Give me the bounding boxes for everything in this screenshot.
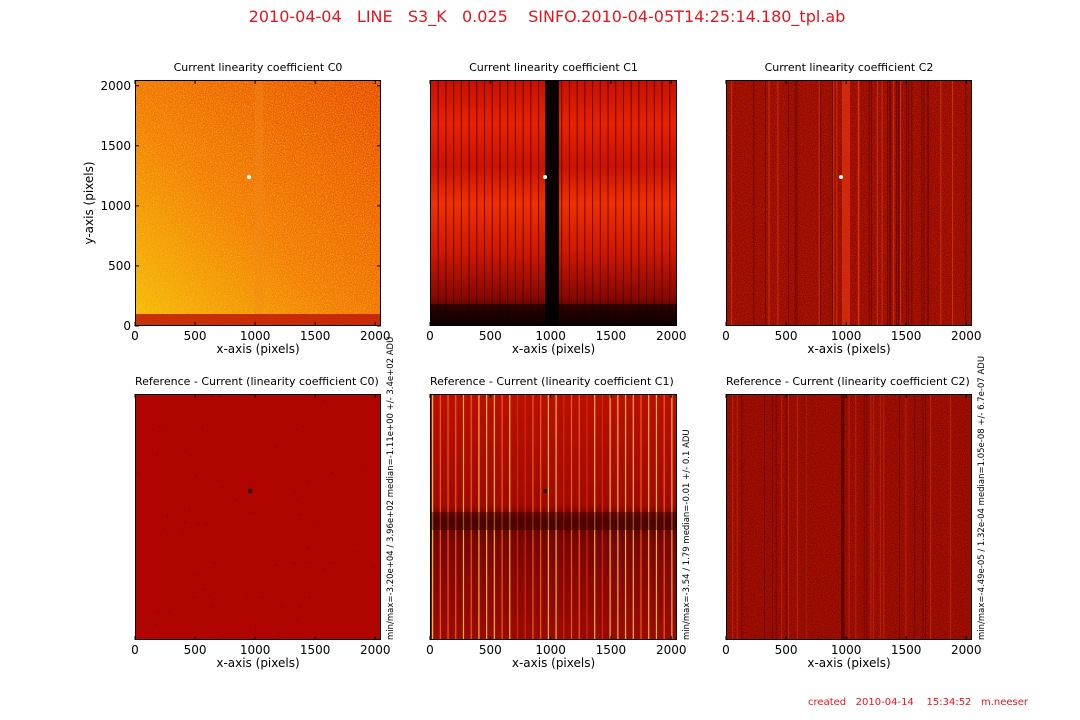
x-tick-label: 0 (426, 643, 434, 657)
x-tick-label: 2000 (656, 329, 687, 343)
heatmap-image (430, 394, 677, 640)
panel-4: Reference - Current (linearity coefficie… (131, 337, 396, 670)
x-tick-label: 500 (775, 643, 798, 657)
x-axis-label: x-axis (pixels) (807, 656, 890, 670)
heatmap-image (726, 80, 972, 326)
x-tick-label: 1500 (300, 329, 331, 343)
y-tick-label: 1000 (100, 199, 131, 213)
y-tick-label: 0 (123, 319, 131, 333)
x-tick-label: 500 (479, 643, 502, 657)
heatmap-image (135, 80, 381, 326)
axes-frame (135, 394, 381, 640)
x-tick-label: 1000 (535, 643, 566, 657)
panel-2: Current linearity coefficient C1 0 500 1000… (426, 61, 686, 356)
heatmap-image (726, 394, 972, 640)
panel-title: Current linearity coefficient C2 (765, 61, 934, 74)
stats-annotation: min/max=-3.20e+04 / 3.96e+02 median=-1.1… (386, 337, 396, 640)
panel-1: Current linearity coefficient C0 0 500 1000… (82, 61, 391, 356)
x-tick-label: 2000 (951, 643, 982, 657)
axes-frame (135, 80, 381, 326)
x-tick-label: 0 (131, 643, 139, 657)
heatmap-image (430, 80, 677, 326)
x-tick-label: 2000 (360, 329, 391, 343)
x-tick-label: 1500 (891, 643, 922, 657)
x-tick-label: 500 (479, 329, 502, 343)
panel-6: Reference - Current (linearity coefficie… (722, 356, 987, 670)
x-tick-label: 1000 (240, 329, 271, 343)
heatmap-image (135, 394, 381, 640)
panel-5: Reference - Current (linearity coefficie… (426, 375, 692, 670)
axes-frame (430, 80, 677, 326)
x-tick-label: 0 (131, 329, 139, 343)
x-tick-label: 1500 (891, 329, 922, 343)
panel-title: Reference - Current (linearity coefficie… (726, 375, 970, 388)
x-tick-label: 0 (722, 329, 730, 343)
y-tick-label: 2000 (100, 79, 131, 93)
x-tick-label: 500 (184, 643, 207, 657)
stats-annotation: min/max=-4.49e-05 / 1.32e-04 median=1.05… (977, 356, 987, 640)
x-axis-label: x-axis (pixels) (807, 342, 890, 356)
panel-title: Current linearity coefficient C0 (174, 61, 343, 74)
x-tick-label: 1000 (831, 329, 862, 343)
x-tick-label: 1000 (535, 329, 566, 343)
y-axis-label: y-axis (pixels) (82, 161, 96, 244)
x-tick-label: 1000 (831, 643, 862, 657)
x-tick-label: 500 (775, 329, 798, 343)
x-axis-label: x-axis (pixels) (512, 656, 595, 670)
x-axis-label: x-axis (pixels) (512, 342, 595, 356)
y-tick-label: 500 (108, 259, 131, 273)
x-tick-label: 1500 (300, 643, 331, 657)
stats-annotation: min/max=-3.54 / 1.79 median=-0.01 +/- 0.… (682, 429, 692, 640)
axes-frame (430, 394, 677, 640)
x-tick-label: 2000 (951, 329, 982, 343)
x-axis-label: x-axis (pixels) (216, 342, 299, 356)
x-tick-label: 2000 (360, 643, 391, 657)
axes-frame (726, 80, 972, 326)
x-tick-label: 2000 (656, 643, 687, 657)
panel-title: Reference - Current (linearity coefficie… (430, 375, 674, 388)
x-axis-label: x-axis (pixels) (216, 656, 299, 670)
created-footer: created 2010-04-14 15:34:52 m.neeser (808, 697, 1029, 708)
x-tick-label: 500 (184, 329, 207, 343)
panel-3: Current linearity coefficient C2 0 500 1000… (722, 61, 981, 356)
x-tick-label: 1000 (240, 643, 271, 657)
x-tick-label: 0 (722, 643, 730, 657)
panel-title: Reference - Current (linearity coefficie… (135, 375, 379, 388)
axes-frame (726, 394, 972, 640)
panel-title: Current linearity coefficient C1 (469, 61, 638, 74)
x-tick-label: 1500 (596, 643, 627, 657)
y-tick-label: 1500 (100, 139, 131, 153)
x-tick-label: 0 (426, 329, 434, 343)
figure-title: 2010-04-04 LINE S3_K 0.025 SINFO.2010-04… (249, 7, 846, 27)
x-tick-label: 1500 (596, 329, 627, 343)
